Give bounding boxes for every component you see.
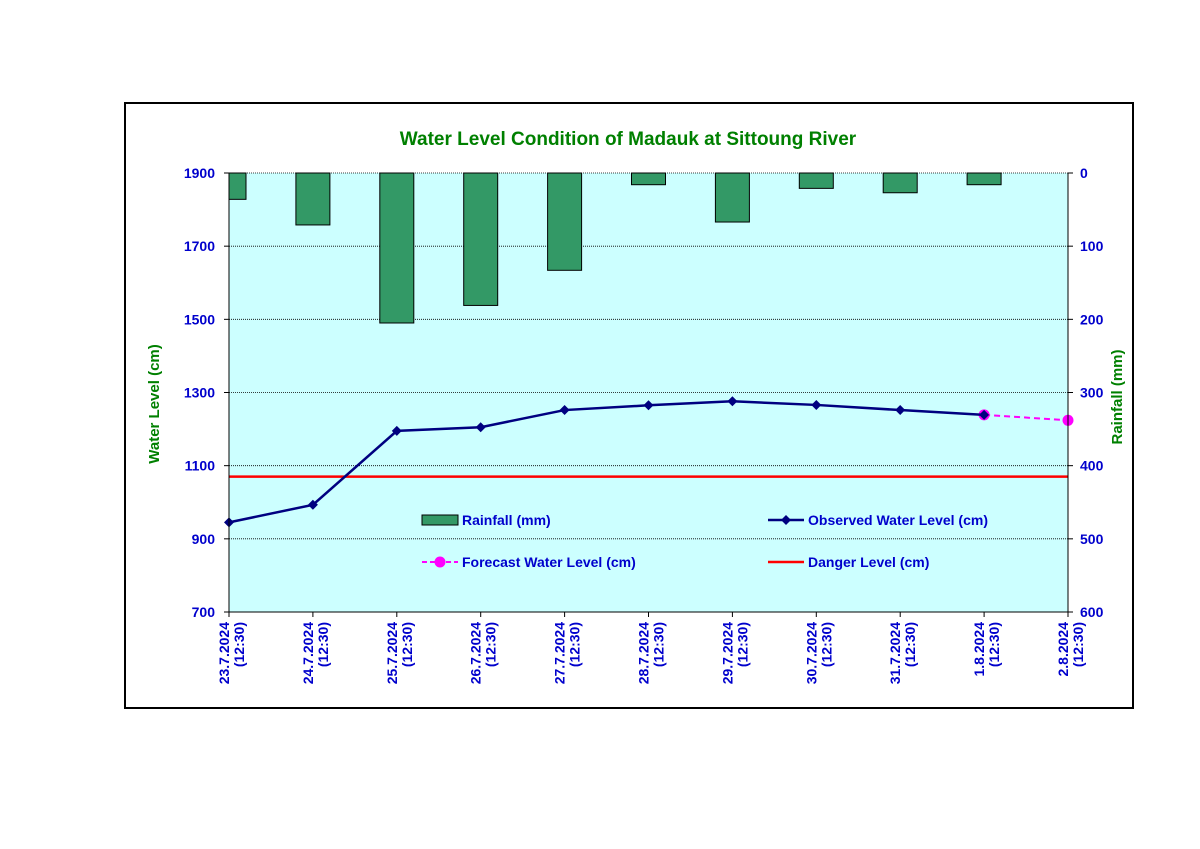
- left-tick-label: 900: [192, 531, 216, 547]
- observed-point: [727, 396, 738, 407]
- legend-marker-forecast: [434, 556, 446, 568]
- chart-title: Water Level Condition of Madauk at Sitto…: [400, 129, 857, 150]
- x-tick-label-line: (12:30): [902, 622, 918, 667]
- rainfall-bar: [714, 172, 750, 223]
- x-tick-label-line: (12:30): [734, 622, 750, 667]
- x-tick-label-line: 1.8.2024: [971, 622, 987, 677]
- observed-point: [895, 405, 906, 416]
- legend-label: Danger Level (cm): [808, 554, 929, 570]
- x-tick-label-line: 24.7.2024: [300, 622, 316, 684]
- x-tick-label: 28.7.2024(12:30): [636, 622, 667, 684]
- x-tick-label-line: 28.7.2024: [636, 622, 652, 684]
- x-tick-label-line: 25.7.2024: [384, 622, 400, 684]
- left-tick-label: 1300: [184, 385, 215, 401]
- observed-point: [559, 405, 570, 416]
- right-axis-label: Rainfall (mm): [1109, 349, 1126, 444]
- x-tick-label-line: (12:30): [651, 622, 667, 667]
- rainfall-bar: [547, 172, 583, 271]
- x-tick-label: 25.7.2024(12:30): [384, 622, 415, 684]
- x-tick-label-line: 26.7.2024: [468, 622, 484, 684]
- x-tick-label-line: 27.7.2024: [552, 622, 568, 684]
- rainfall-bar: [228, 172, 247, 200]
- x-tick-label-line: 2.8.2024: [1055, 622, 1071, 677]
- left-tick-label: 1100: [185, 458, 216, 474]
- x-tick-label: 30.7.2024(12:30): [803, 622, 834, 684]
- right-tick-label: 300: [1080, 385, 1104, 401]
- x-axis-ticks: 23.7.2024(12:30) 24.7.2024(12:30) 25.7.202…: [216, 612, 1086, 684]
- water-level-chart: Water Level Condition of Madauk at Sitto…: [146, 129, 1126, 684]
- x-tick-label-line: 29.7.2024: [719, 622, 735, 684]
- left-tick-label: 1900: [184, 165, 215, 181]
- plot-area: [229, 173, 1068, 612]
- chart-frame: Water Level Condition of Madauk at Sitto…: [124, 102, 1134, 709]
- legend-label: Observed Water Level (cm): [808, 512, 988, 528]
- right-tick-label: 200: [1080, 311, 1104, 327]
- rainfall-bar: [798, 172, 834, 189]
- observed-point: [643, 400, 654, 411]
- right-tick-label: 400: [1080, 458, 1104, 474]
- observed-line: [228, 400, 985, 524]
- rainfall-bar: [966, 172, 1002, 186]
- legend-label: Rainfall (mm): [462, 512, 551, 528]
- x-tick-label: 2.8.2024(12:30): [1055, 622, 1086, 677]
- left-tick-label: 1700: [184, 238, 215, 254]
- observed-point: [307, 499, 318, 510]
- observed-point: [979, 409, 990, 420]
- x-tick-label-line: (12:30): [483, 622, 499, 667]
- x-tick-label: 23.7.2024(12:30): [216, 622, 247, 684]
- left-axis-ticks: 700 900 1100 1300 1500 1700 1900: [184, 165, 229, 620]
- observed-point: [811, 399, 822, 410]
- right-tick-label: 500: [1080, 531, 1104, 547]
- left-axis-label: Water Level (cm): [146, 344, 163, 463]
- x-tick-label: 29.7.2024(12:30): [719, 622, 750, 684]
- x-tick-label-line: (12:30): [567, 622, 583, 667]
- right-tick-label: 100: [1080, 238, 1104, 254]
- x-tick-label-line: 23.7.2024: [216, 622, 232, 684]
- x-tick-label-line: 30.7.2024: [803, 622, 819, 684]
- observed-point: [475, 422, 486, 433]
- rainfall-bar: [631, 172, 666, 186]
- legend-label: Forecast Water Level (cm): [462, 554, 636, 570]
- x-tick-label: 27.7.2024(12:30): [552, 622, 583, 684]
- x-tick-label: 26.7.2024(12:30): [468, 622, 499, 684]
- x-tick-label: 1.8.2024(12:30): [971, 622, 1002, 677]
- x-tick-label-line: 31.7.2024: [887, 622, 903, 684]
- legend-swatch-rainfall: [421, 514, 459, 526]
- left-tick-label: 1500: [184, 311, 215, 327]
- x-tick-label-line: (12:30): [1070, 622, 1086, 667]
- x-tick-label: 31.7.2024(12:30): [887, 622, 918, 684]
- x-tick-label-line: (12:30): [399, 622, 415, 667]
- x-tick-label-line: (12:30): [315, 622, 331, 667]
- rainfall-bar: [463, 172, 499, 306]
- right-tick-label: 0: [1080, 165, 1088, 181]
- legend: Rainfall (mm) Observed Water Level (cm) Fo…: [421, 512, 988, 570]
- left-tick-label: 700: [192, 604, 216, 620]
- x-tick-label: 24.7.2024(12:30): [300, 622, 331, 684]
- x-tick-label-line: (12:30): [818, 622, 834, 667]
- rainfall-bar: [882, 172, 918, 194]
- right-axis-ticks: 0 100 200 300 400 500 600: [1068, 165, 1104, 620]
- forecast-line: [984, 413, 1069, 422]
- x-tick-label-line: (12:30): [986, 622, 1002, 667]
- legend-marker-observed: [781, 515, 791, 525]
- rainfall-bar: [295, 172, 331, 226]
- x-tick-label-line: (12:30): [231, 622, 247, 667]
- right-tick-label: 600: [1080, 604, 1104, 620]
- observed-point: [391, 425, 402, 436]
- rainfall-bar: [379, 172, 415, 324]
- rainfall-bars: [228, 172, 1002, 324]
